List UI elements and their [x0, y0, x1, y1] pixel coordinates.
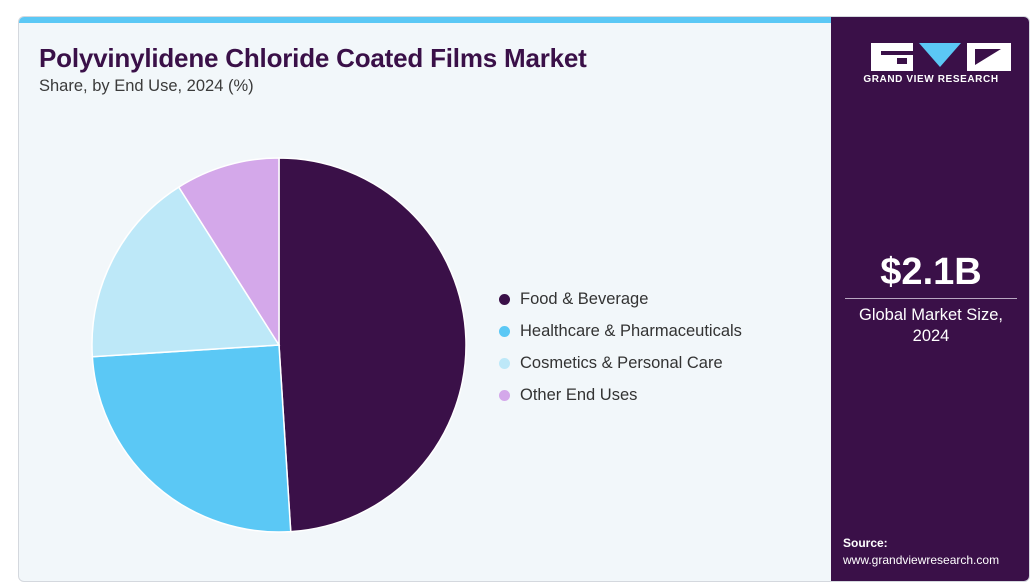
source-url: www.grandviewresearch.com — [843, 553, 1000, 567]
chart-subtitle: Share, by End Use, 2024 (%) — [39, 77, 254, 95]
grand-view-research-logo — [871, 43, 1011, 71]
market-size-value: $2.1B — [880, 251, 982, 293]
pie-chart — [91, 157, 467, 533]
legend-swatch — [499, 325, 510, 337]
chart-legend: Food & Beverage Healthcare & Pharmaceutic… — [499, 283, 742, 411]
pie-slice-other-end-uses — [177, 157, 280, 348]
summary-panel: GRAND VIEW RESEARCH $2.1B Global Market … — [831, 17, 1029, 581]
legend-item: Other End Uses — [499, 379, 742, 411]
brand-name: GRAND VIEW RESEARCH — [863, 74, 999, 85]
legend-swatch — [499, 357, 510, 369]
accent-bar — [19, 17, 831, 23]
pie-slice-healthcare-pharmaceuticals — [91, 344, 292, 533]
pie-slice-cosmetics-personal-care — [91, 186, 281, 358]
divider — [845, 298, 1017, 299]
legend-label: Other End Uses — [520, 385, 638, 404]
pie-slice-food-beverage — [278, 157, 467, 533]
legend-swatch — [499, 293, 510, 305]
legend-label: Cosmetics & Personal Care — [520, 353, 723, 372]
legend-label: Healthcare & Pharmaceuticals — [520, 321, 742, 340]
legend-swatch — [499, 389, 510, 401]
chart-card: Polyvinylidene Chloride Coated Films Mar… — [18, 16, 1030, 582]
chart-title: Polyvinylidene Chloride Coated Films Mar… — [39, 43, 587, 73]
market-size-label: Global Market Size, 2024 — [859, 306, 1003, 345]
legend-item: Cosmetics & Personal Care — [499, 347, 742, 379]
legend-item: Food & Beverage — [499, 283, 742, 315]
legend-item: Healthcare & Pharmaceuticals — [499, 315, 742, 347]
source-label: Source: — [843, 536, 888, 550]
legend-label: Food & Beverage — [520, 289, 649, 308]
